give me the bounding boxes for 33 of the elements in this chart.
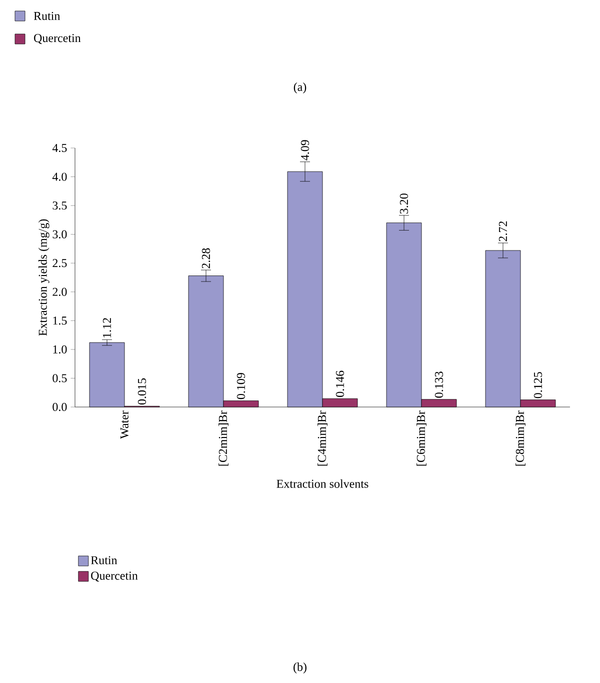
x-tick-label: [C4mim]Br xyxy=(318,410,328,466)
legend-label: Rutin xyxy=(90,556,118,564)
data-label: 0.125 xyxy=(534,372,542,398)
text: (b) xyxy=(294,662,306,674)
text: (a) xyxy=(294,82,306,94)
text: Quercetin xyxy=(34,34,81,44)
x-axis-title: Extraction solvents xyxy=(276,479,368,488)
y-tick-label: 2.5 xyxy=(52,259,67,268)
x-tick-label: [C2mim]Br xyxy=(218,410,228,466)
x-tick-label: Water xyxy=(120,410,129,439)
data-label: 0.015 xyxy=(138,378,146,404)
y-tick-label: 3.0 xyxy=(52,230,67,238)
y-tick-label: 1.5 xyxy=(53,316,67,325)
data-label: 1.12 xyxy=(102,318,112,338)
y-tick-label: 0.5 xyxy=(52,374,67,382)
data-label: 2.72 xyxy=(498,221,508,242)
y-tick-label: 4.0 xyxy=(52,172,67,181)
data-label: 0.109 xyxy=(236,373,246,400)
y-tick-label: 0.0 xyxy=(52,402,67,412)
y-tick-label: 1.0 xyxy=(53,345,67,354)
y-axis-title: Extraction yields (mg/g) xyxy=(38,219,50,336)
y-tick-label: 3.5 xyxy=(52,201,67,210)
x-tick-label: [C8mim]Br xyxy=(516,410,526,466)
y-tick-label: 2.0 xyxy=(52,288,67,296)
data-label: 2.28 xyxy=(202,248,210,268)
x-tick-label: [C6mim]Br xyxy=(416,410,426,466)
data-label: 3.20 xyxy=(400,194,408,214)
text: Rutin xyxy=(34,12,60,20)
legend-label: Quercetin xyxy=(91,572,138,582)
data-label: 0.146 xyxy=(336,370,344,397)
data-label: 4.09 xyxy=(300,140,310,160)
data-label: 0.133 xyxy=(434,372,444,398)
y-tick-label: 4.5 xyxy=(52,144,67,152)
